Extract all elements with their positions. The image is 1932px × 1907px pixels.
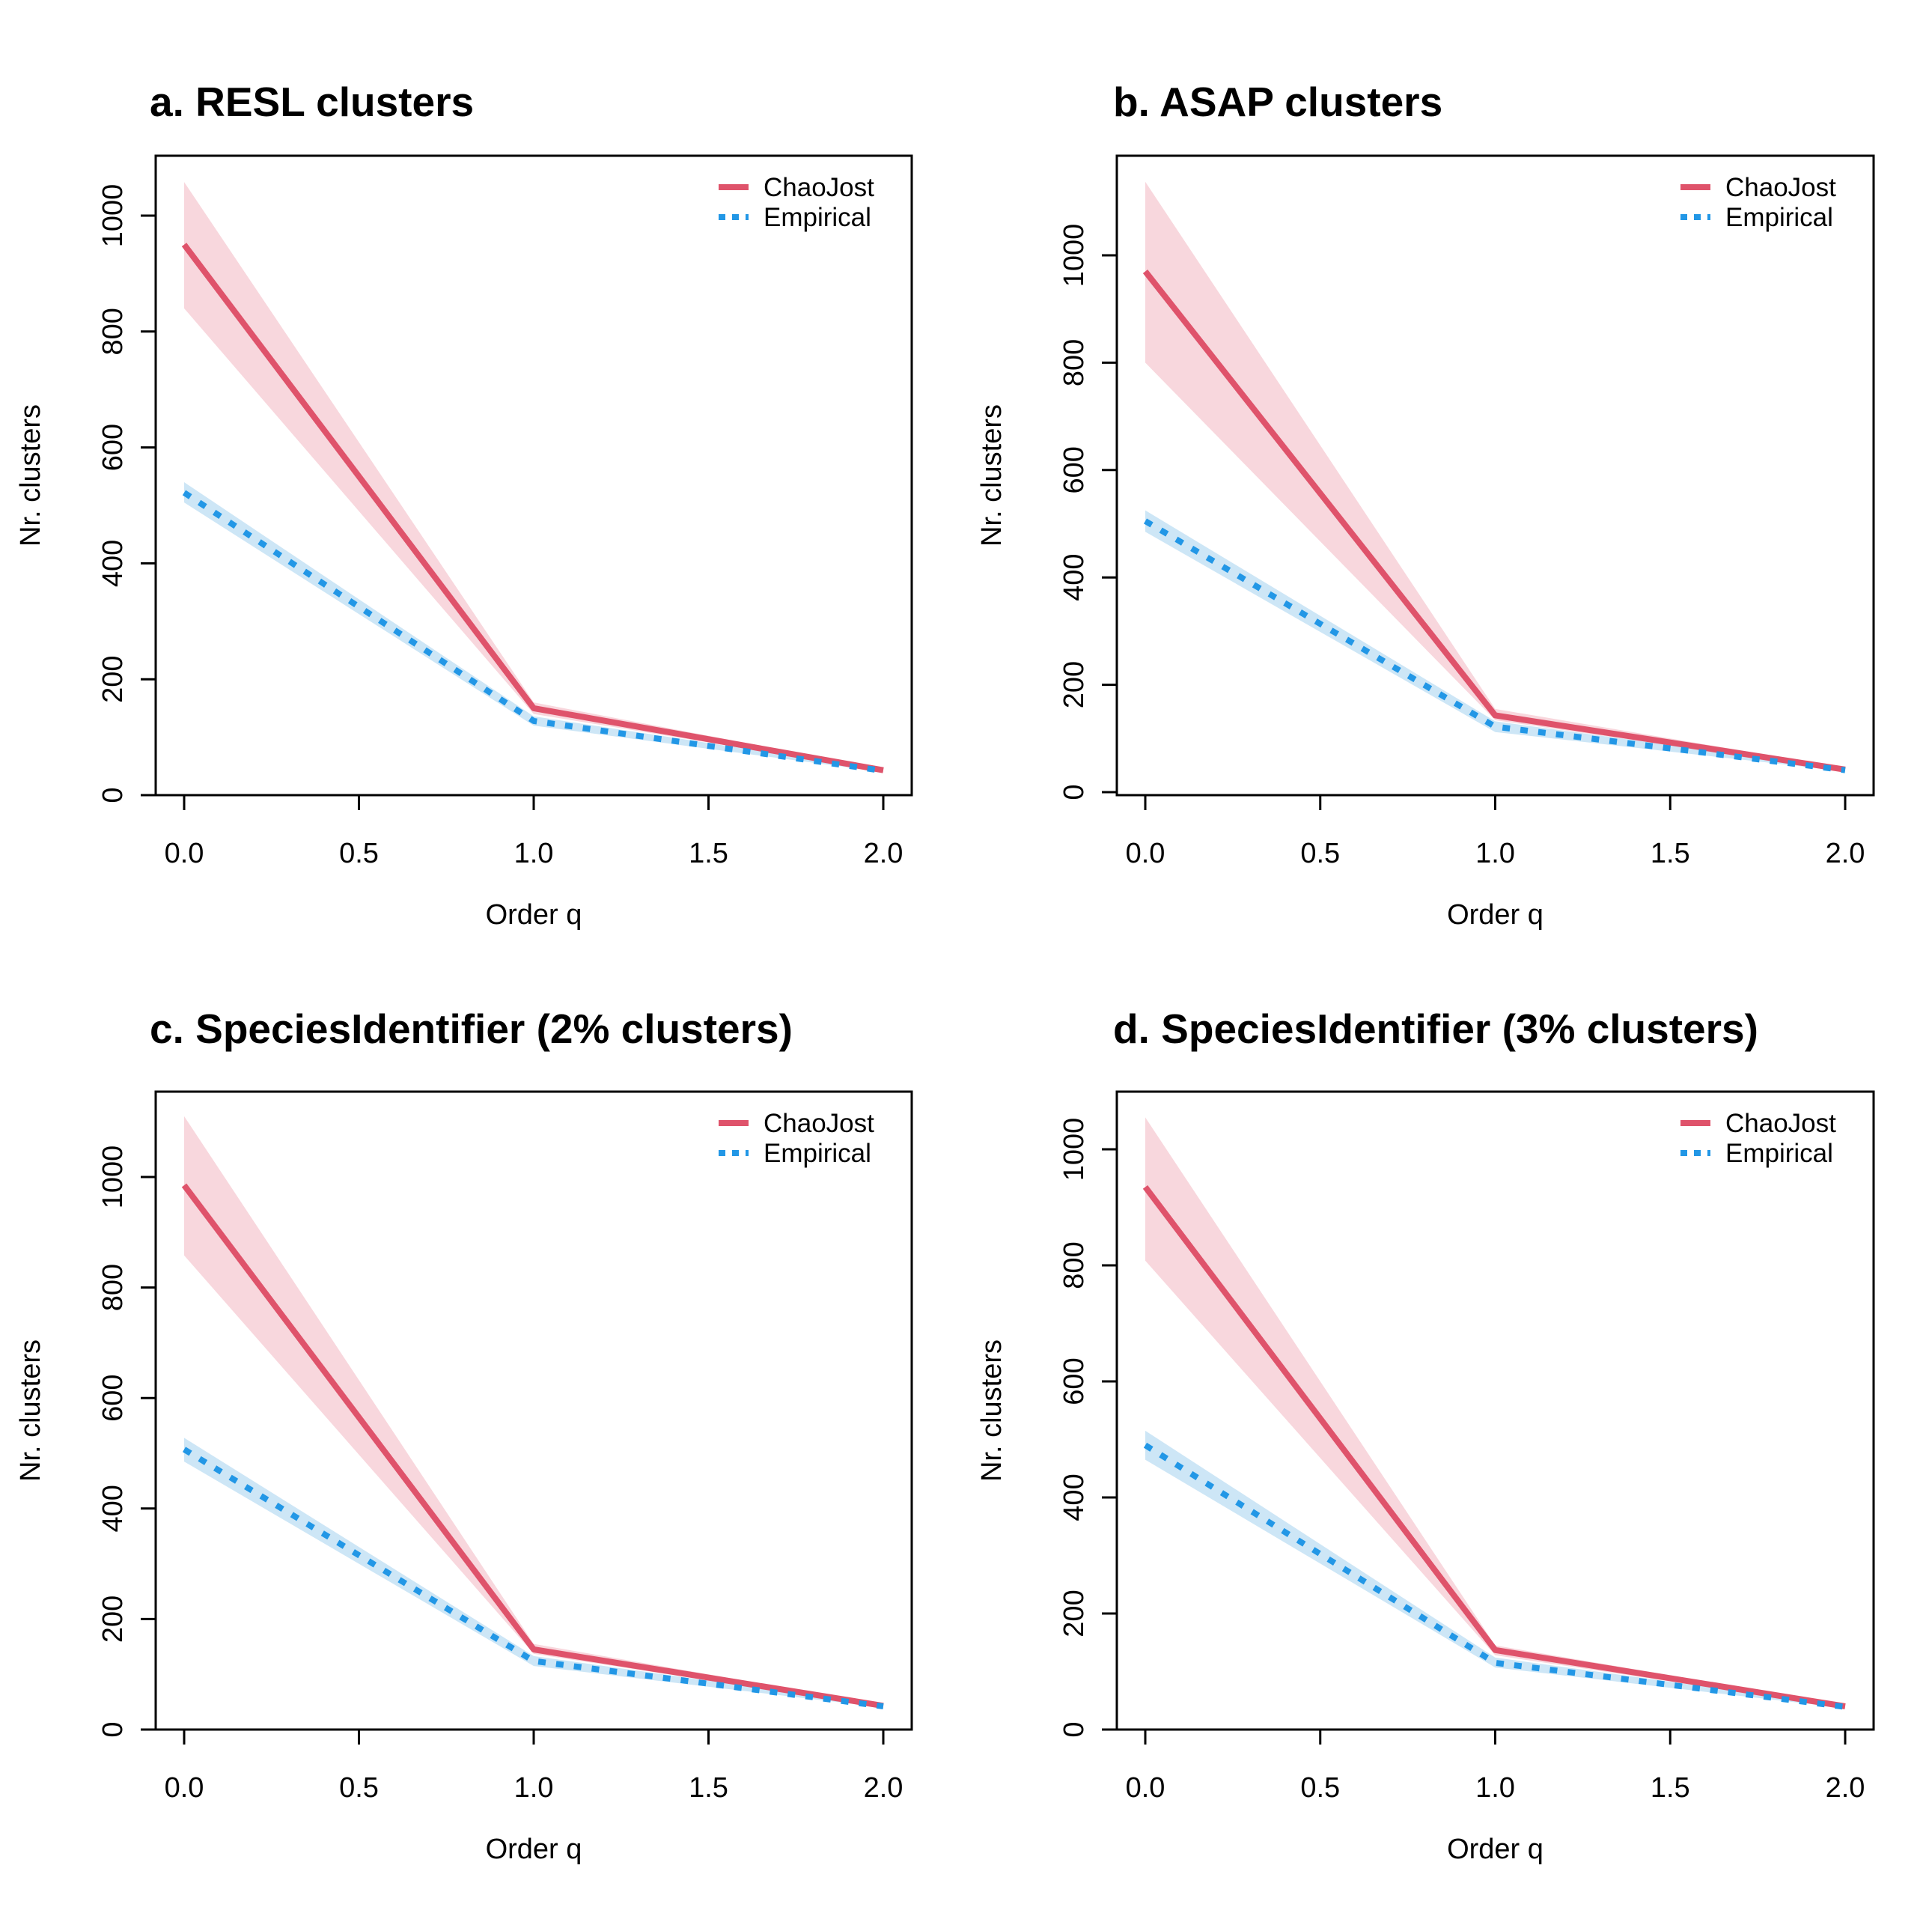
panel-title: c. SpeciesIdentifier (2% clusters) [150, 1006, 793, 1052]
x-tick-label: 0.0 [165, 1772, 204, 1804]
x-tick-label: 1.0 [1475, 838, 1515, 869]
band-empirical [1145, 510, 1845, 772]
y-tick-label: 1000 [97, 184, 129, 248]
y-tick-label: 1000 [97, 1146, 129, 1209]
legend-label-chaojost: ChaoJost [1725, 173, 1836, 202]
y-axis-label: Nr. clusters [15, 404, 46, 547]
x-tick-label: 0.0 [1126, 838, 1165, 869]
legend-label-chaojost: ChaoJost [764, 173, 874, 202]
x-tick-label: 0.5 [1300, 1772, 1340, 1804]
x-tick-label: 1.0 [1475, 1772, 1515, 1804]
y-tick-label: 400 [1058, 553, 1090, 600]
x-axis-label: Order q [486, 1834, 582, 1865]
plot-frame [154, 154, 913, 797]
band-chaojost [1145, 181, 1845, 771]
panel-3: c. SpeciesIdentifier (2% clusters) 0.0 0.5… [15, 1006, 913, 1865]
y-tick-label: 600 [97, 424, 129, 471]
y-tick-label: 200 [97, 1596, 129, 1643]
y-tick-label: 600 [1058, 1357, 1090, 1405]
y-tick-label: 1000 [1058, 224, 1090, 288]
x-tick-label: 1.5 [1651, 1772, 1690, 1804]
band-empirical [1145, 1430, 1845, 1709]
band-empirical [184, 1438, 883, 1708]
x-tick-label: 0.5 [1300, 838, 1340, 869]
line-empirical [182, 490, 884, 774]
x-tick-label: 2.0 [864, 838, 903, 869]
panel-title: d. SpeciesIdentifier (3% clusters) [1113, 1006, 1758, 1052]
y-tick-label: 1000 [1058, 1118, 1090, 1181]
line-chaojost [1142, 1184, 1846, 1709]
y-axis-label: Nr. clusters [976, 404, 1008, 547]
y-tick-label: 400 [97, 1485, 129, 1532]
y-tick-label: 0 [1058, 1721, 1090, 1737]
band-chaojost [184, 1116, 883, 1707]
plot-frame [1115, 1090, 1875, 1731]
legend-label-chaojost: ChaoJost [1725, 1109, 1836, 1138]
band-chaojost [1145, 1117, 1845, 1708]
y-tick-label: 600 [1058, 446, 1090, 493]
line-empirical [1143, 1442, 1846, 1710]
legend-label-empirical: Empirical [1725, 1139, 1833, 1168]
x-tick-label: 2.0 [1826, 838, 1865, 869]
y-tick-label: 200 [1058, 1590, 1090, 1637]
x-axis-label: Order q [486, 899, 582, 931]
y-axis-label: Nr. clusters [15, 1339, 46, 1482]
x-axis-label: Order q [1447, 1834, 1544, 1865]
legend-label-empirical: Empirical [764, 1139, 871, 1168]
panel-2: b. ASAP clusters 0.0 0.5 1.0 1.5 2.0 Order q 0 2… [976, 79, 1875, 931]
panel-1: a. RESL clusters 0.0 0.5 1.0 1.5 2.0 Order q 0 2… [15, 79, 913, 931]
x-tick-label: 0.5 [339, 838, 379, 869]
y-tick-label: 200 [97, 655, 129, 702]
legend-label-chaojost: ChaoJost [764, 1109, 874, 1138]
y-tick-label: 600 [97, 1374, 129, 1421]
y-tick-label: 0 [97, 1721, 129, 1737]
plot-frame [154, 1090, 913, 1731]
legend-label-empirical: Empirical [1725, 203, 1833, 232]
line-chaojost [1142, 270, 1846, 773]
x-tick-label: 2.0 [864, 1772, 903, 1804]
legend-label-empirical: Empirical [764, 203, 871, 232]
y-tick-label: 0 [97, 787, 129, 803]
x-tick-label: 1.5 [1651, 838, 1690, 869]
y-tick-label: 200 [1058, 661, 1090, 708]
panel-4: d. SpeciesIdentifier (3% clusters) 0.0 0.5… [976, 1006, 1875, 1865]
y-axis-label: Nr. clusters [976, 1339, 1008, 1482]
y-tick-label: 800 [97, 308, 129, 355]
x-tick-label: 1.5 [689, 1772, 728, 1804]
line-empirical [182, 1447, 884, 1709]
y-tick-label: 400 [1058, 1473, 1090, 1521]
y-tick-label: 400 [97, 540, 129, 587]
x-tick-label: 1.0 [514, 1772, 554, 1804]
x-tick-label: 1.0 [514, 838, 554, 869]
plot-frame [1115, 154, 1875, 797]
band-empirical [184, 482, 883, 773]
panel-title: b. ASAP clusters [1113, 79, 1442, 125]
line-empirical [1143, 518, 1846, 773]
x-tick-label: 0.5 [339, 1772, 379, 1804]
line-chaojost [181, 1183, 884, 1709]
y-tick-label: 800 [1058, 339, 1090, 386]
x-tick-label: 0.0 [165, 838, 204, 869]
line-chaojost [181, 243, 884, 773]
x-tick-label: 0.0 [1126, 1772, 1165, 1804]
x-axis-label: Order q [1447, 899, 1544, 931]
x-tick-label: 1.5 [689, 838, 728, 869]
panel-title: a. RESL clusters [150, 79, 474, 125]
y-tick-label: 0 [1058, 784, 1090, 800]
y-tick-label: 800 [1058, 1241, 1090, 1289]
x-tick-label: 2.0 [1826, 1772, 1865, 1804]
band-chaojost [184, 182, 883, 771]
y-tick-label: 800 [97, 1264, 129, 1311]
